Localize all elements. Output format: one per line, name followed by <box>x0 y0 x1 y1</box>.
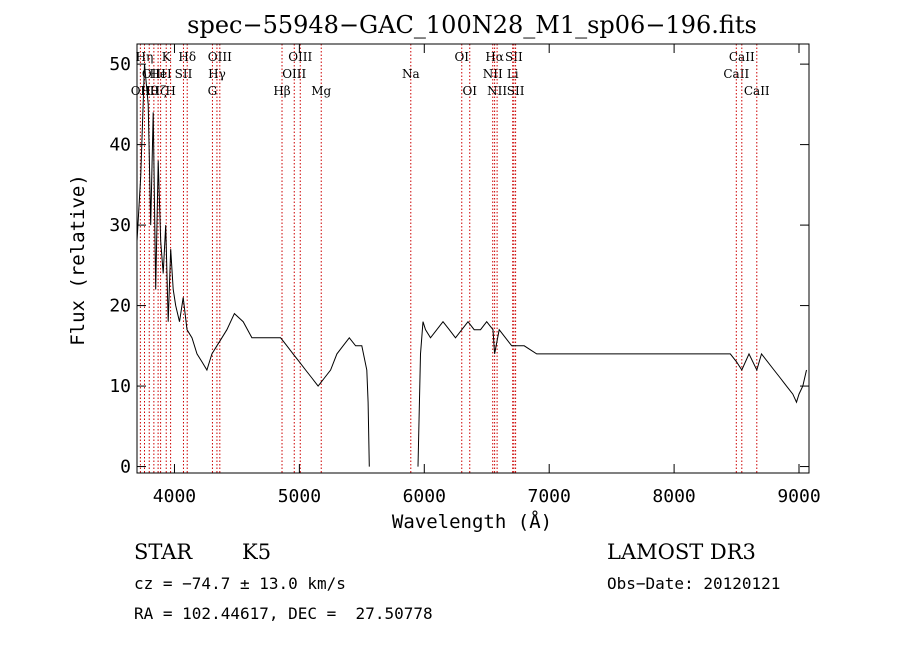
chart-title: spec−55948−GAC_100N28_M1_sp06−196.fits <box>187 11 757 39</box>
object-class: STAR <box>134 540 193 564</box>
marker-label-9: Hδ <box>178 50 196 64</box>
marker-label-7: H <box>165 84 175 98</box>
marker-label-23: Li <box>507 67 519 81</box>
y-axis-label: Flux (relative) <box>67 174 89 346</box>
marker-label-0: OII <box>131 84 151 98</box>
spectrum-line-0 <box>136 64 370 467</box>
marker-label-22: NII <box>487 84 507 98</box>
x-tick-label: 7000 <box>528 486 571 507</box>
x-axis-label: Wavelength (Å) <box>392 510 552 533</box>
y-tick-label: 0 <box>120 457 131 478</box>
marker-label-12: OIII <box>208 50 232 64</box>
line-markers: OIIHηHθOIIIHζHeIKHSIIHδGHγOIIIHβOIIIOIII… <box>131 44 770 473</box>
coordinates-text: RA = 102.44617, DEC = 27.50778 <box>134 604 433 623</box>
object-subclass: K5 <box>242 540 272 564</box>
marker-label-27: CaII <box>729 50 755 64</box>
marker-label-28: CaII <box>744 84 770 98</box>
plot-frame <box>136 43 810 474</box>
marker-label-11: Hγ <box>208 67 226 81</box>
y-tick-label: 30 <box>109 215 131 236</box>
y-tick-label: 10 <box>109 376 131 397</box>
spectrum-line-1 <box>417 320 807 467</box>
marker-label-6: K <box>162 50 172 64</box>
redshift-text: cz = −74.7 ± 13.0 km/s <box>134 574 346 593</box>
obs-date-text: Obs−Date: 20120121 <box>607 574 781 593</box>
marker-label-18: OI <box>454 50 469 64</box>
marker-label-26: CaII <box>723 67 749 81</box>
x-tick-label: 4000 <box>153 486 196 507</box>
y-tick-label: 40 <box>109 135 131 156</box>
y-tick-label: 20 <box>109 296 131 317</box>
spectrum-series <box>136 64 807 467</box>
x-tick-label: 5000 <box>278 486 321 507</box>
marker-label-16: Mg <box>311 84 331 98</box>
marker-label-8: SII <box>175 67 193 81</box>
marker-label-14: OIII <box>282 67 306 81</box>
marker-label-10: G <box>208 84 218 98</box>
x-tick-label: 6000 <box>403 486 446 507</box>
y-tick-label: 50 <box>109 54 131 75</box>
axes: 4000 5000 6000 7000 8000 9000 0 10 20 30 40 50 <box>109 44 821 507</box>
marker-label-24: SII <box>505 50 523 64</box>
marker-label-19: OI <box>462 84 477 98</box>
marker-label-25: SII <box>507 84 525 98</box>
marker-label-1: Hη <box>136 50 154 64</box>
survey-name: LAMOST DR3 <box>607 540 756 564</box>
marker-label-20: NII <box>483 67 503 81</box>
marker-label-5: HeI <box>149 67 172 81</box>
marker-label-4: Hζ <box>150 84 167 98</box>
marker-label-3: OIII <box>142 67 166 81</box>
marker-label-17: Na <box>402 67 420 81</box>
marker-label-15: OIII <box>288 50 312 64</box>
marker-label-21: Hα <box>485 50 504 64</box>
marker-label-13: Hβ <box>273 84 290 98</box>
x-tick-label: 9000 <box>777 486 820 507</box>
x-tick-label: 8000 <box>652 486 695 507</box>
